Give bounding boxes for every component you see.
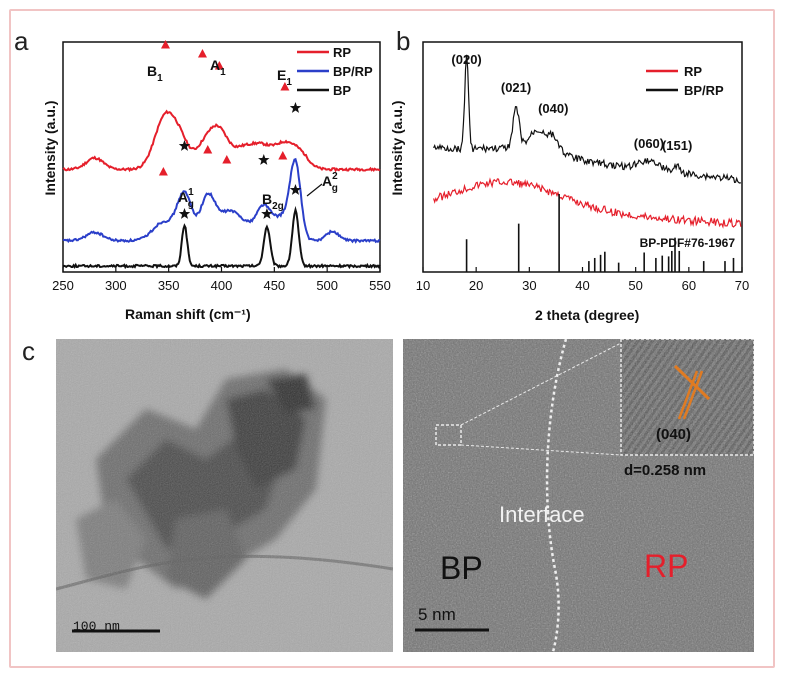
raman-peak-annotation: E1 bbox=[277, 67, 292, 88]
raman-xtick-label: 400 bbox=[211, 278, 233, 293]
raman-xtick-label: 550 bbox=[369, 278, 391, 293]
raman-peak-annotation: A1 g bbox=[178, 187, 194, 210]
rp-region-label: RP bbox=[644, 548, 689, 584]
raman-triangle-marker bbox=[278, 151, 288, 160]
raman-legend-label: BP/RP bbox=[333, 64, 373, 79]
raman-triangle-marker bbox=[158, 167, 168, 176]
raman-xtick-label: 450 bbox=[263, 278, 285, 293]
hrtem-scale-bar-label: 5 nm bbox=[418, 605, 456, 624]
raman-star-marker bbox=[258, 154, 270, 165]
interface-boundary bbox=[545, 339, 568, 652]
d-spacing-label: d=0.258 nm bbox=[624, 462, 707, 479]
raman-annotation-arrow bbox=[306, 183, 323, 197]
raman-star-marker bbox=[178, 208, 191, 219]
raman-triangle-marker bbox=[214, 61, 224, 70]
raman-series-rp bbox=[62, 109, 381, 173]
inset-plane-label: (040) bbox=[656, 426, 692, 443]
raman-star-marker bbox=[289, 102, 302, 113]
raman-triangle-marker bbox=[197, 49, 207, 58]
figure-frame bbox=[9, 9, 775, 668]
raman-triangle-marker bbox=[222, 155, 232, 164]
bp-region-label: BP bbox=[440, 550, 483, 586]
raman-star-marker bbox=[261, 208, 273, 219]
xrd-xlabel: 2 theta (degree) bbox=[535, 307, 640, 323]
raman-peak-annotation: B1 bbox=[147, 63, 163, 84]
raman-peak-annotation: B2g bbox=[262, 191, 284, 212]
tem-scale-bar-label: 100 nm bbox=[73, 619, 120, 634]
raman-star-marker bbox=[289, 184, 302, 195]
raman-series-bp-rp bbox=[62, 157, 381, 244]
raman-legend-label: BP bbox=[333, 83, 351, 98]
panel-letter-a: a bbox=[14, 26, 29, 56]
inset-frame bbox=[620, 339, 754, 456]
raman-xtick-label: 300 bbox=[105, 278, 127, 293]
inset-source-box bbox=[435, 424, 462, 446]
interface-label: Interface bbox=[499, 502, 585, 527]
raman-xlabel: Raman shift (cm⁻¹) bbox=[125, 306, 251, 322]
panel-letter-c: c bbox=[22, 336, 35, 366]
panel-letter-b: b bbox=[396, 26, 411, 56]
raman-triangle-marker bbox=[203, 145, 213, 154]
tem-image-drawing bbox=[56, 339, 393, 652]
raman-xtick-label: 350 bbox=[158, 278, 180, 293]
raman-series-bp bbox=[62, 205, 381, 270]
xrd-ylabel: Intensity (a.u.) bbox=[389, 100, 405, 196]
hrtem-image bbox=[403, 339, 754, 652]
raman-triangle-marker bbox=[160, 40, 170, 49]
raman-triangle-marker bbox=[280, 82, 290, 91]
raman-legend-label: RP bbox=[333, 45, 351, 60]
tem-image bbox=[56, 339, 393, 652]
lattice-marker bbox=[673, 364, 711, 420]
raman-peak-annotation: A1 bbox=[210, 57, 226, 78]
raman-ylabel: Intensity (a.u.) bbox=[42, 100, 58, 196]
raman-xtick-label: 500 bbox=[316, 278, 338, 293]
raman-peak-annotation: A2 g bbox=[322, 171, 338, 194]
raman-star-marker bbox=[178, 140, 191, 151]
raman-xtick-label: 250 bbox=[52, 278, 74, 293]
hrtem-image-drawing bbox=[403, 339, 754, 652]
